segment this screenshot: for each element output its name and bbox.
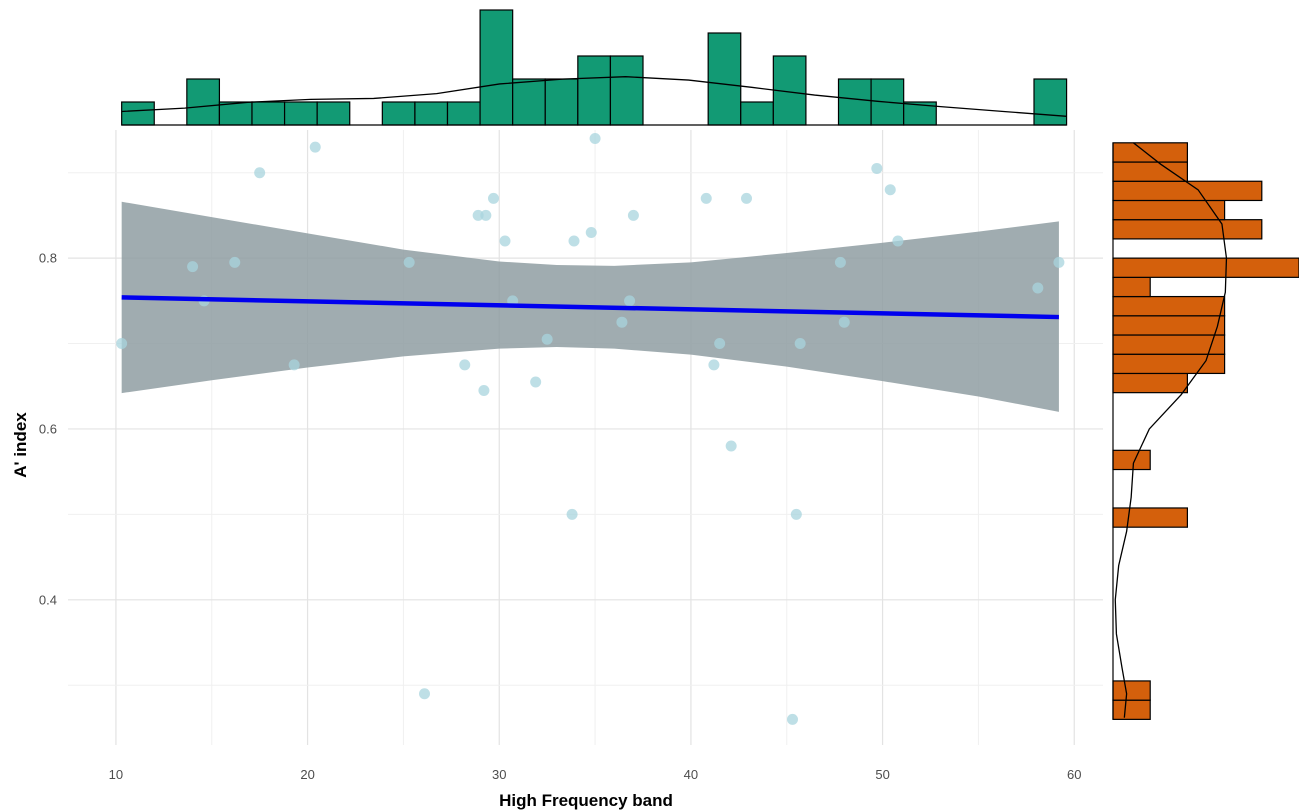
y-tick-label: 0.4 (39, 592, 57, 607)
y-histogram-bar (1112, 680, 1151, 701)
scatter-point (403, 256, 415, 268)
x-histogram-bar (251, 101, 286, 126)
scatter-point (254, 167, 266, 179)
x-histogram-bar (218, 101, 253, 126)
scatter-point (790, 508, 802, 520)
scatter-point (1032, 282, 1044, 294)
x-histogram-bar (186, 78, 221, 126)
x-tick-label: 40 (684, 767, 698, 782)
scatter-point (708, 359, 720, 371)
x-histogram-bar (446, 101, 481, 126)
x-tick-label: 20 (300, 767, 314, 782)
scatter-point (288, 359, 300, 371)
scatter-point (892, 235, 904, 247)
y-axis-title: A' index (11, 412, 30, 478)
scatter-point (566, 508, 578, 520)
x-histogram-bar (837, 78, 872, 126)
x-histogram-bar (707, 32, 742, 126)
scatter-point (616, 316, 628, 328)
y-tick-label: 0.8 (39, 251, 57, 266)
scatter-point (488, 192, 499, 204)
scatter-point (741, 192, 752, 204)
scatter-point (1053, 256, 1065, 268)
scatter-point (725, 440, 737, 452)
x-density-curve (121, 76, 1067, 117)
x-histogram-bar (381, 101, 416, 126)
y-histogram-bar (1112, 219, 1263, 240)
scatter-points (116, 133, 1065, 725)
scatter-point (585, 227, 597, 238)
y-histogram-bar (1112, 142, 1189, 163)
scatter-point (480, 209, 492, 221)
scatter-point (499, 235, 511, 247)
x-histogram-bar (544, 78, 579, 126)
x-histogram-bar (283, 101, 318, 126)
y-histogram-bar (1112, 315, 1226, 336)
y-histogram-bar (1112, 372, 1189, 394)
scatter-point (700, 192, 712, 204)
y-histogram-bar (1112, 257, 1299, 278)
x-histogram-bar (1033, 78, 1068, 126)
x-histogram-bar (316, 101, 351, 126)
scatter-point (530, 376, 542, 388)
y-histogram-bar (1112, 449, 1151, 471)
y-histogram-bar (1112, 334, 1226, 355)
scatter-point (589, 133, 601, 145)
scatter-point (714, 338, 726, 350)
scatter-point (229, 256, 241, 268)
x-histogram-bar (577, 55, 612, 126)
axis-tick-labels: 10 20 30 40 50 60 0.4 0.6 0.8 (39, 251, 1082, 782)
scatter-point (568, 235, 580, 247)
y-histogram-bar (1112, 180, 1263, 202)
scatter-point (419, 688, 430, 700)
x-histogram-bar (512, 78, 546, 126)
y-histogram-bar (1112, 295, 1226, 317)
regression-line-layer (121, 295, 1059, 320)
x-axis-title: High Frequency band (499, 791, 673, 810)
scatter-point (838, 316, 850, 328)
x-histogram-bar (479, 9, 514, 126)
x-tick-label: 50 (875, 767, 889, 782)
x-histogram-bar (609, 55, 644, 126)
y-histogram-bar (1112, 276, 1151, 298)
scatter-point (187, 261, 199, 273)
scatter-point (541, 333, 553, 345)
y-marginal-histogram (1112, 142, 1299, 720)
scatter-point (794, 338, 806, 350)
scatter-point (884, 184, 896, 196)
scatter-point (871, 162, 883, 174)
scatter-point (478, 385, 490, 397)
x-histogram-bar (414, 101, 449, 126)
scatter-point (834, 256, 846, 268)
x-tick-label: 30 (492, 767, 506, 782)
x-histogram-bar (740, 101, 774, 126)
x-marginal-histogram (121, 9, 1068, 126)
scatter-point (472, 209, 484, 221)
y-histogram-bar (1112, 507, 1189, 528)
scatter-point (116, 338, 128, 350)
scatter-point (627, 209, 639, 221)
y-density-curve (1114, 142, 1228, 718)
scatter-point (624, 295, 636, 307)
x-tick-label: 60 (1067, 767, 1081, 782)
y-histogram-bar (1112, 699, 1151, 720)
y-tick-label: 0.6 (39, 421, 57, 436)
x-histogram-bar (121, 101, 155, 126)
scatter-point (787, 713, 798, 725)
scatter-point (309, 141, 321, 153)
regression-line (121, 295, 1059, 320)
x-tick-label: 10 (109, 767, 123, 782)
y-histogram-bar (1112, 161, 1189, 182)
scatter-point (459, 359, 471, 371)
